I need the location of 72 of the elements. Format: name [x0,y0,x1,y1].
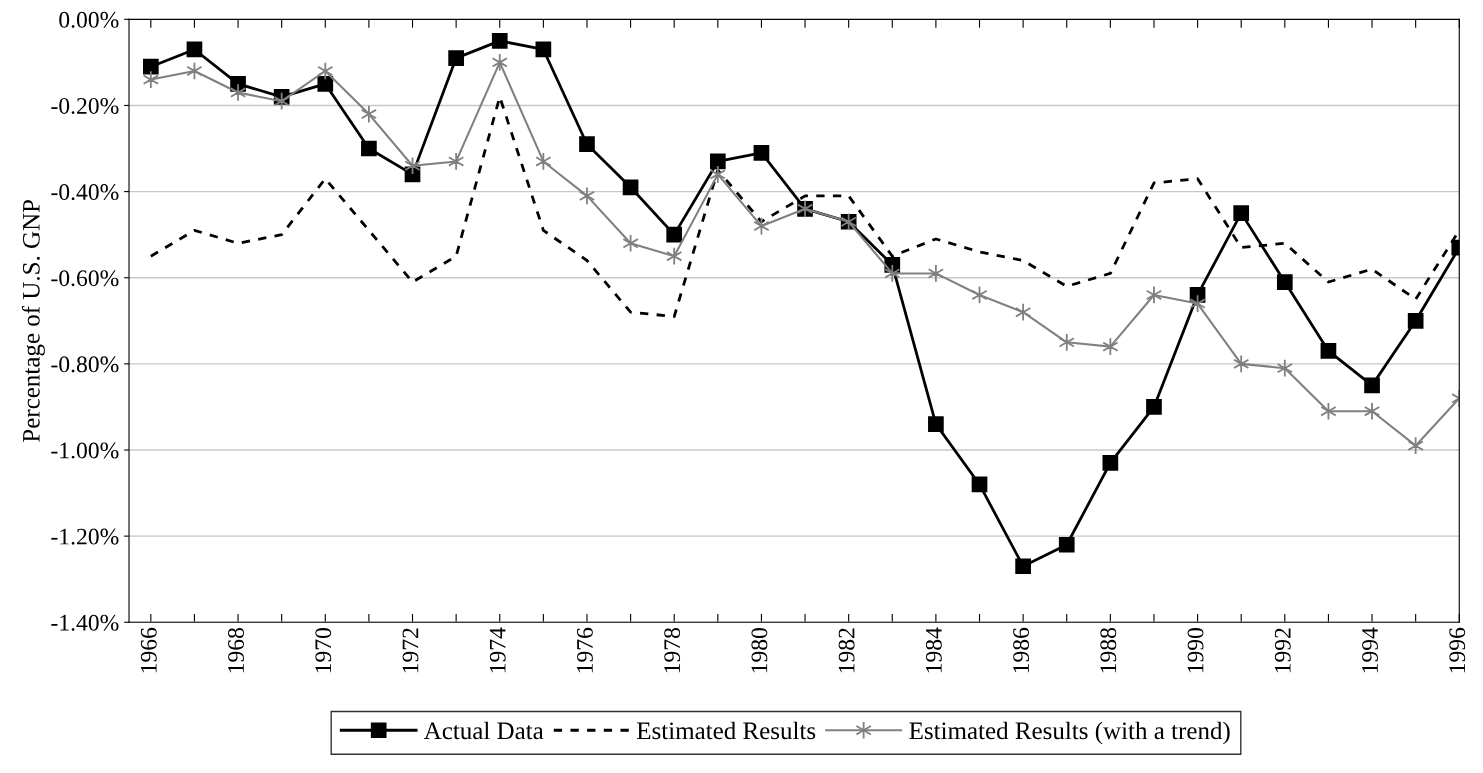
point [360,104,378,124]
y-axis-title: Percentage of U.S. GNP [21,199,45,442]
point [317,76,334,92]
point [709,153,726,170]
point [491,33,508,49]
x-tick-label: 1970 [315,628,332,673]
legend-label: Estimated Results [637,721,816,740]
x-tick-label: 1990 [1187,628,1204,673]
point [1058,536,1075,553]
x-tick-label: 1976 [577,627,593,673]
point [927,264,945,283]
legend-label: Actual Data [423,721,544,740]
point [1015,558,1031,575]
y-tick-label: -1.40% [51,614,119,631]
point [535,152,552,171]
y-tick-label: -1.20% [51,528,119,545]
x-tick-label: 1974 [489,627,506,673]
x-tick-label: 1986 [1013,627,1030,673]
x-tick-label: 1996 [1449,627,1466,673]
point [666,246,683,266]
point [273,91,290,111]
point [1102,455,1119,471]
point [1407,312,1424,329]
x-tick-label: 1968 [228,628,244,673]
point [1145,285,1163,305]
x-tick-label: 1980 [751,628,768,673]
point [1233,354,1250,374]
y-tick-label: -0.80% [51,356,119,373]
point [142,70,159,89]
point [1233,205,1250,221]
x-tick-label: 1994 [1362,627,1378,673]
point [971,476,988,493]
y-tick-label: 0.00% [59,11,119,28]
x-tick-label: 1982 [838,628,855,673]
point [317,61,334,81]
point [1363,401,1381,421]
point [491,53,508,72]
point [1102,337,1119,356]
y-tick-label: -0.40% [51,184,119,201]
point [448,152,465,171]
x-tick-label: 1984 [925,627,942,673]
x-tick-label: 1978 [664,628,681,673]
y-tick-label: -1.00% [51,442,119,459]
y-tick-label: -0.60% [51,270,119,287]
x-tick-label: 1992 [1274,628,1291,673]
point [884,264,901,283]
point [1276,274,1293,290]
point [1407,436,1424,455]
point [1058,333,1075,352]
point [753,144,770,161]
point [1146,399,1162,415]
point [186,41,203,58]
point [579,136,595,153]
point [1364,377,1380,394]
point [535,41,552,58]
point [448,50,464,66]
point [142,58,159,75]
x-tick-label: 1988 [1100,628,1117,673]
point [622,179,639,196]
x-tick-label: 1966 [140,627,157,673]
point [229,83,247,102]
point [709,165,726,184]
point [666,226,683,243]
point [1320,343,1337,359]
point [361,140,377,157]
point [928,416,944,433]
y-tick-label: -0.20% [51,97,119,114]
point [1276,358,1293,378]
point [578,186,596,206]
x-tick-label: 1972 [402,628,419,673]
legend-label: Estimated Results (with a trend) [909,721,1230,745]
point [1015,302,1032,322]
